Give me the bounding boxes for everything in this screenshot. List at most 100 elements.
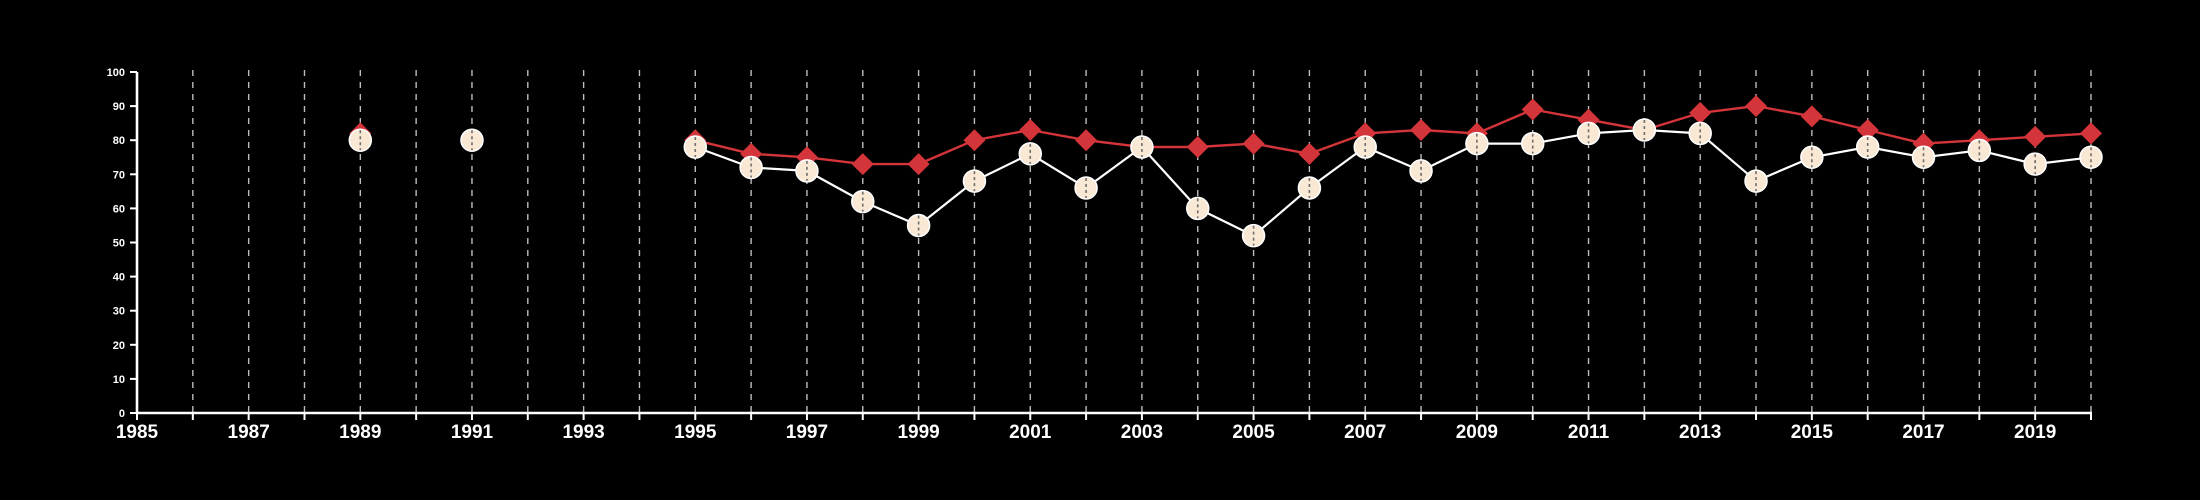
circle-series [348, 118, 2103, 248]
circle-marker [1744, 169, 1768, 193]
diamond-series [349, 95, 2102, 176]
x-tick-label: 1993 [562, 422, 604, 443]
circle-point [683, 135, 708, 159]
circle-point [1130, 135, 1154, 159]
circle-marker [962, 169, 987, 193]
circle-marker [1409, 159, 1433, 183]
circle-marker [906, 213, 931, 238]
circle-marker [1353, 135, 1377, 159]
circle-marker [1018, 142, 1043, 166]
y-tick-label: 90 [113, 101, 125, 113]
circle-marker [851, 189, 875, 214]
circle-marker [1520, 131, 1545, 156]
diamond-point [1410, 118, 1433, 141]
diamond-point [1075, 129, 1098, 152]
y-tick-label: 10 [113, 374, 125, 386]
circle-marker [1241, 223, 1266, 248]
circle-point [1855, 135, 1880, 159]
y-tick-label: 40 [113, 272, 125, 284]
x-tick-label: 2003 [1121, 422, 1163, 443]
y-tick-label: 30 [113, 306, 125, 318]
x-tick-label: 2019 [2014, 422, 2056, 443]
x-tick-label: 1987 [228, 422, 270, 443]
y-tick-label: 0 [119, 408, 125, 420]
circle-point [1353, 135, 1377, 159]
circle-point [1297, 176, 1322, 200]
circle-point [1688, 121, 1712, 146]
circle-marker [348, 128, 373, 152]
circle-point [1520, 131, 1545, 156]
circle-marker [795, 159, 819, 183]
diamond-point [1689, 101, 1712, 124]
circle-marker [1465, 131, 1489, 156]
diamond-point [1186, 136, 1209, 159]
circle-marker [1130, 135, 1154, 159]
diamond-point [1521, 98, 1544, 121]
circle-point [2079, 145, 2103, 169]
circle-point [739, 155, 763, 180]
circle-point [1018, 142, 1043, 166]
series-line [694, 128, 2092, 237]
data-series [348, 95, 2103, 248]
x-tick-label: 2005 [1232, 422, 1275, 443]
x-tick-label: 2011 [1568, 422, 1610, 443]
circle-point [1576, 121, 1601, 146]
diamond-point [1242, 132, 1265, 155]
y-tick-label: 60 [113, 203, 125, 215]
x-tick-label: 2017 [1902, 422, 1944, 443]
y-tick-label: 80 [113, 135, 125, 147]
x-tick-label: 1985 [116, 422, 159, 443]
diamond-point [1577, 108, 1600, 131]
x-tick-label: 2009 [1456, 422, 1498, 443]
circle-marker [1632, 118, 1657, 142]
circle-point [1744, 169, 1768, 193]
circle-point [1800, 145, 1824, 169]
circle-point [851, 189, 875, 214]
circle-marker [1911, 145, 1936, 169]
x-tick-label: 1999 [897, 422, 939, 443]
diamond-point [2080, 122, 2102, 145]
circle-point [1465, 131, 1489, 156]
x-tick-label: 2013 [1679, 422, 1721, 443]
circle-point [1074, 176, 1098, 200]
circle-marker [739, 155, 763, 180]
circle-marker [1074, 176, 1098, 200]
circle-point [1967, 138, 1992, 163]
circle-marker [1297, 176, 1322, 200]
circle-point [460, 128, 484, 152]
y-tick-label: 50 [113, 238, 125, 250]
diamond-point [1800, 105, 1823, 128]
circle-point [2023, 152, 2047, 176]
circle-point [795, 159, 819, 183]
circle-marker [1855, 135, 1880, 159]
circle-marker [1688, 121, 1712, 146]
circle-marker [1967, 138, 1992, 163]
circle-marker [1800, 145, 1824, 169]
grid-lines [192, 70, 2092, 413]
diamond-point [1856, 118, 1879, 141]
x-tick-label: 1997 [786, 422, 828, 443]
x-tick-label: 1989 [339, 422, 381, 443]
diamond-point [1745, 95, 1768, 118]
circle-point [348, 128, 373, 152]
circle-point [1911, 145, 1936, 169]
series-line [695, 104, 2092, 166]
axes: 0 10 20 30 40 50 60 70 80 90 100 1985 1987 1989 1991 19… [107, 67, 2092, 443]
circle-marker [2023, 152, 2047, 176]
x-tick-label: 2007 [1344, 422, 1386, 443]
diamond-point [1019, 118, 1042, 141]
diamond-point [2024, 125, 2047, 148]
circle-point [1632, 118, 1657, 142]
diamond-point [1298, 142, 1321, 165]
circle-point [1409, 159, 1433, 183]
x-tick-label: 2015 [1791, 422, 1834, 443]
circle-marker [1185, 196, 1210, 221]
diamond-point [851, 153, 874, 176]
diamond-point [963, 129, 986, 152]
y-tick-label: 100 [107, 67, 125, 79]
circle-point [962, 169, 987, 193]
x-tick-label: 2001 [1009, 422, 1052, 443]
circle-point [1241, 223, 1266, 248]
y-tick-label: 70 [113, 169, 125, 181]
